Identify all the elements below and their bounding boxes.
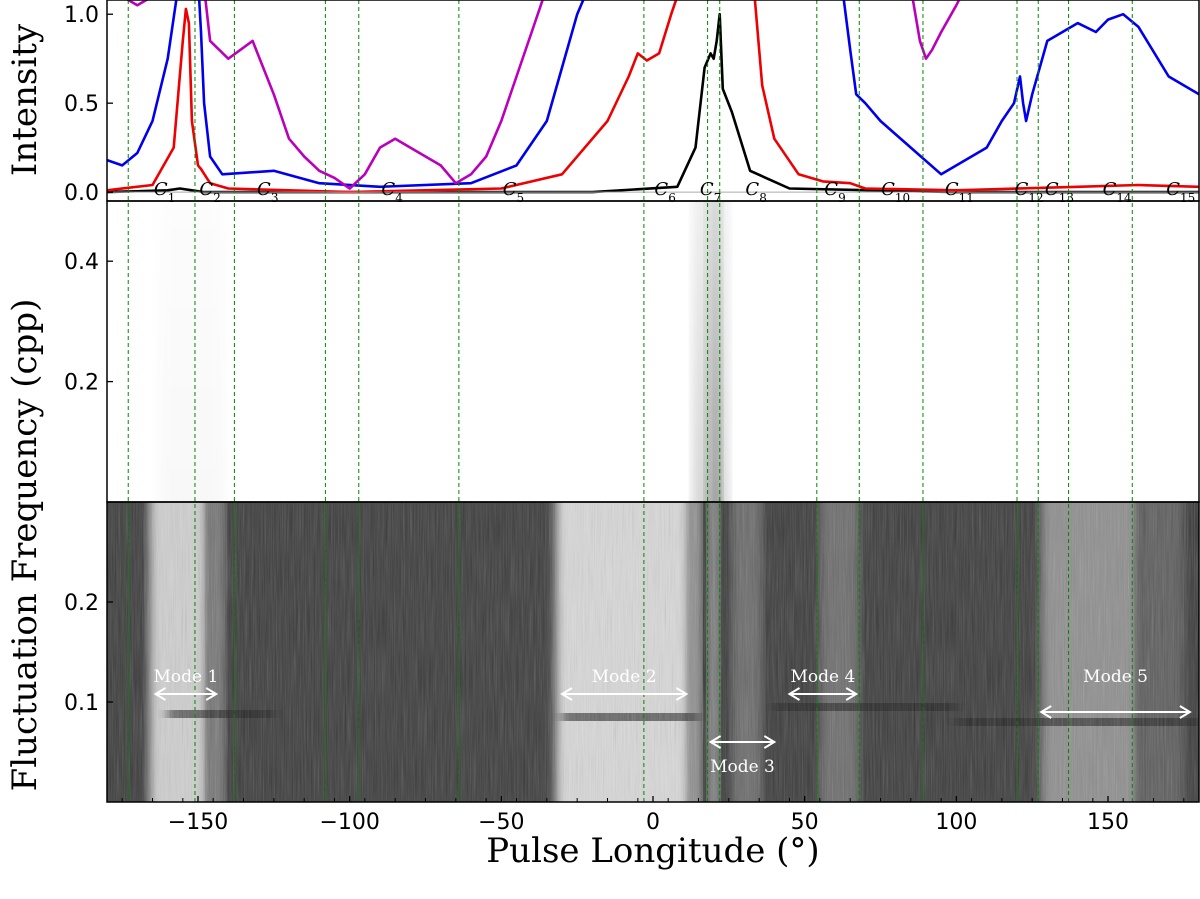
y-tick-label: 0.2 — [64, 591, 99, 616]
y-tick-label: 0.0 — [64, 181, 99, 206]
x-tick-label: −150 — [168, 810, 228, 835]
mode-label: Mode 2 — [592, 667, 657, 687]
y-tick-label: 0.4 — [64, 250, 99, 275]
lrfs-high-panel — [107, 201, 1199, 502]
y-tick-label: 0.5 — [64, 92, 99, 117]
lrfs-low-noise — [107, 502, 1199, 802]
x-tick-label: −100 — [319, 810, 379, 835]
frequency-axis-title: Fluctuation Frequency (cpp) — [5, 299, 45, 792]
x-axis-title: Pulse Longitude (°) — [486, 831, 819, 871]
mode-label: Mode 5 — [1083, 667, 1148, 687]
y-tick-label: 0.1 — [64, 691, 99, 716]
mode-label: Mode 4 — [790, 667, 855, 687]
mode-label: Mode 3 — [710, 757, 775, 777]
x-tick-label: 100 — [935, 810, 977, 835]
mode-label: Mode 1 — [153, 667, 218, 687]
y-tick-label: 1.0 — [64, 3, 99, 28]
intensity-axis-title: Intensity — [5, 23, 45, 176]
lrfs-high-band — [714, 201, 723, 502]
y-tick-label: 0.2 — [64, 371, 99, 396]
x-tick-label: 150 — [1087, 810, 1129, 835]
lrfs-high-band — [159, 201, 226, 502]
